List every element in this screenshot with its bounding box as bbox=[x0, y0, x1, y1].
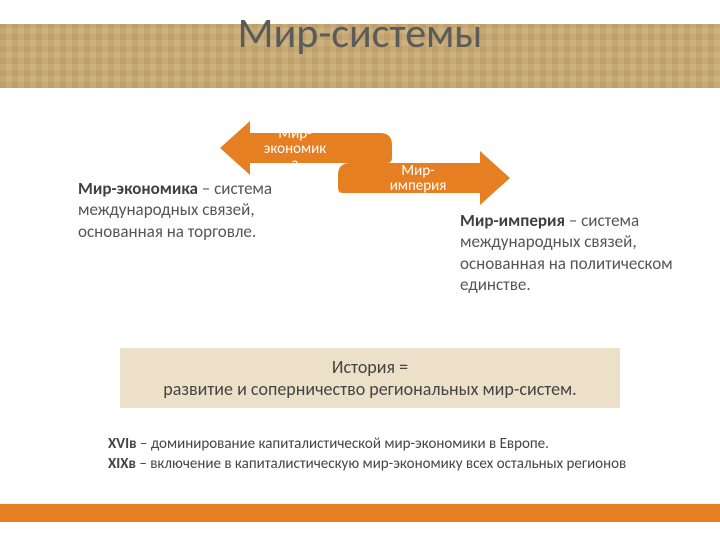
page-title: Мир-системы bbox=[0, 8, 720, 59]
definition-left: Мир-экономика – система международных св… bbox=[78, 178, 313, 242]
definition-right: Мир-империя – система международных связ… bbox=[460, 210, 720, 295]
history-box: История = развитие и соперничество регио… bbox=[120, 348, 620, 408]
footer-bar bbox=[0, 504, 720, 522]
arrow-left-label-l3: а bbox=[291, 155, 298, 173]
history-line2: развитие и соперничество региональных ми… bbox=[163, 378, 576, 400]
arrow-right-label-l2: империя bbox=[390, 177, 447, 195]
term-right: Мир-империя bbox=[460, 210, 565, 231]
timeline-block: XVIв – доминирование капиталистической м… bbox=[108, 434, 663, 475]
timeline-item: XIXв – включение в капиталистическую мир… bbox=[108, 454, 663, 474]
timeline-item: XVIв – доминирование капиталистической м… bbox=[108, 434, 663, 454]
history-line1: История = bbox=[332, 356, 408, 378]
term-left: Мир-экономика bbox=[78, 178, 198, 199]
